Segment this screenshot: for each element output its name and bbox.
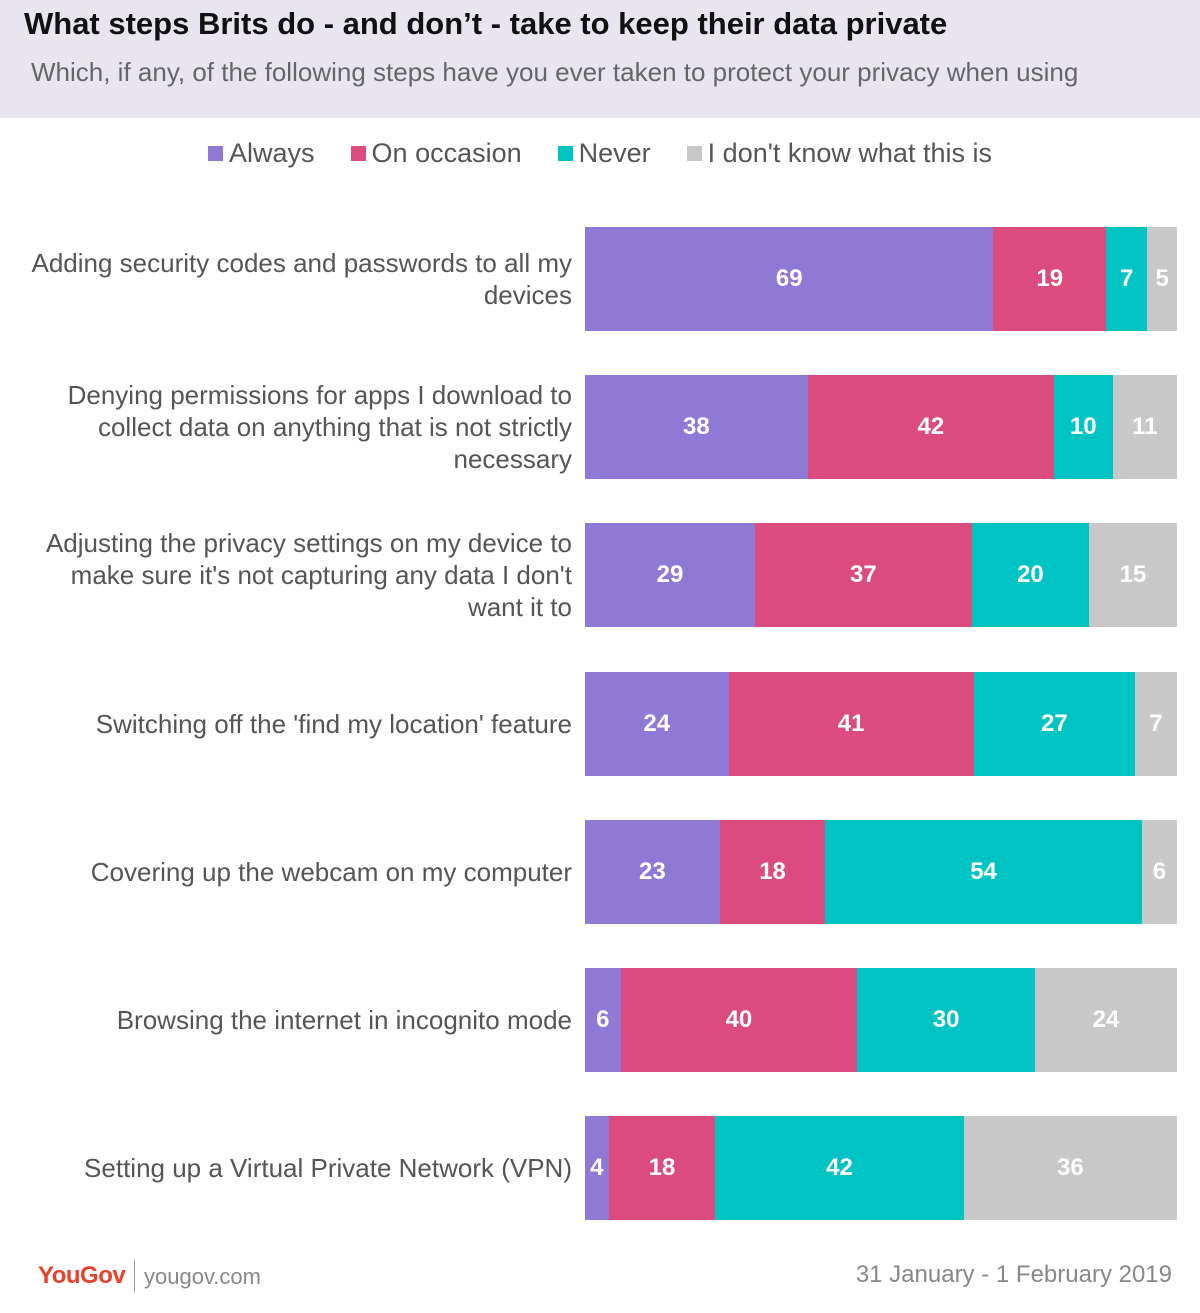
legend-label: Always [229,138,315,168]
category-label: Switching off the 'find my location' fea… [95,708,572,739]
data-label: 19 [1036,265,1064,292]
bar-segment: 20 [971,523,1090,628]
bar-segment: 15 [1089,523,1177,628]
bar-segment: 29 [585,523,755,628]
legend-swatch [686,146,702,161]
bar-segment: 42 [807,375,1054,480]
footer-date: 31 January - 1 February 2019 [855,1261,1172,1288]
category-label: Browsing the internet in incognito mode [116,1005,572,1035]
data-label: 24 [643,709,671,737]
bar-segment: 18 [719,819,826,924]
data-label: 4 [590,1154,604,1182]
legend-item-0: Always [208,138,315,169]
bar-segment: 10 [1053,375,1113,480]
data-label: 41 [837,709,865,737]
chart-subtitle: Which, if any, of the following steps ha… [31,57,1079,87]
footer-divider [134,1260,135,1292]
legend-item-1: On occasion [350,138,522,169]
data-label: 20 [1017,561,1044,589]
bar-segment: 38 [585,375,808,480]
legend-swatch [350,146,366,161]
data-label: 18 [759,857,786,885]
legend: Always On occasion Never I don't know what … [0,138,1200,169]
data-label: 23 [639,857,666,885]
data-label: 36 [1057,1154,1084,1182]
data-label: 30 [932,1006,960,1033]
bar-segment: 6 [585,968,621,1072]
legend-item-2: Never [557,138,651,169]
bar-row: 29 37 20 15 [585,523,1177,628]
data-label: 29 [656,561,684,589]
bar-segment: 30 [857,968,1035,1072]
bar-segment: 27 [973,671,1136,776]
data-label: 18 [648,1154,676,1182]
bar-row: 23 18 54 6 [585,819,1177,924]
data-label: 38 [683,413,710,441]
data-label: 10 [1069,413,1097,441]
footer-url: yougov.com [144,1264,261,1289]
legend-swatch [557,146,573,161]
data-label: 27 [1041,709,1068,737]
data-label: 42 [826,1154,853,1182]
bar-segment: 7 [1105,227,1148,331]
bar-segment: 19 [993,227,1106,331]
legend-item-3: I don't know what this is [686,138,992,169]
legend-label: On occasion [371,138,522,168]
data-label: 7 [1149,709,1163,737]
category-label: Setting up a Virtual Private Network (VP… [84,1153,572,1184]
bar-segment: 40 [620,968,858,1072]
data-label: 24 [1092,1006,1120,1033]
data-label: 42 [917,413,945,441]
bar-segment: 23 [585,819,720,924]
bar-row: 4 18 42 36 [585,1116,1177,1221]
data-label: 37 [850,561,877,589]
data-label: 54 [970,857,997,885]
data-label: 15 [1119,561,1147,589]
bar-segment: 7 [1135,671,1177,776]
bar-segment: 36 [963,1116,1177,1221]
data-label: 69 [775,265,803,292]
bar-segment: 42 [715,1116,964,1221]
category-label: Adding security codes and passwords to a… [31,248,573,310]
bar-row: 69 19 7 5 [585,227,1177,331]
bar-segment: 24 [585,671,729,776]
legend-label: I don't know what this is [707,138,992,168]
bar-segment: 6 [1141,819,1177,924]
data-label: 7 [1119,265,1134,292]
bar-row: 6 40 30 24 [585,968,1177,1072]
data-label: 6 [596,1006,610,1033]
category-label: Adjusting the privacy settings on my dev… [45,528,572,623]
bar-segment: 37 [754,523,972,628]
bar-segment: 41 [728,671,974,776]
bar-segment: 24 [1034,968,1177,1072]
bar-segment: 4 [585,1116,609,1221]
bar-segment: 18 [608,1116,716,1221]
data-label: 11 [1132,413,1158,441]
yougov-logo: YouGov [38,1262,126,1289]
category-label: Denying permissions for apps I download … [67,380,572,475]
bar-row: 38 42 10 11 [585,375,1177,480]
legend-swatch [208,146,224,161]
category-label: Covering up the webcam on my computer [90,856,572,887]
bar-segment: 54 [825,819,1142,924]
data-label: 5 [1155,265,1169,292]
bar-segment: 11 [1112,375,1177,480]
data-label: 40 [725,1006,753,1033]
legend-label: Never [578,138,651,168]
header-band: What steps Brits do - and don’t - take t… [0,0,1200,118]
bar-segment: 5 [1147,227,1177,331]
data-label: 6 [1152,857,1167,885]
chart-title: What steps Brits do - and don’t - take t… [24,6,948,41]
bar-segment: 69 [585,227,994,331]
bar-row: 24 41 27 7 [585,671,1177,776]
